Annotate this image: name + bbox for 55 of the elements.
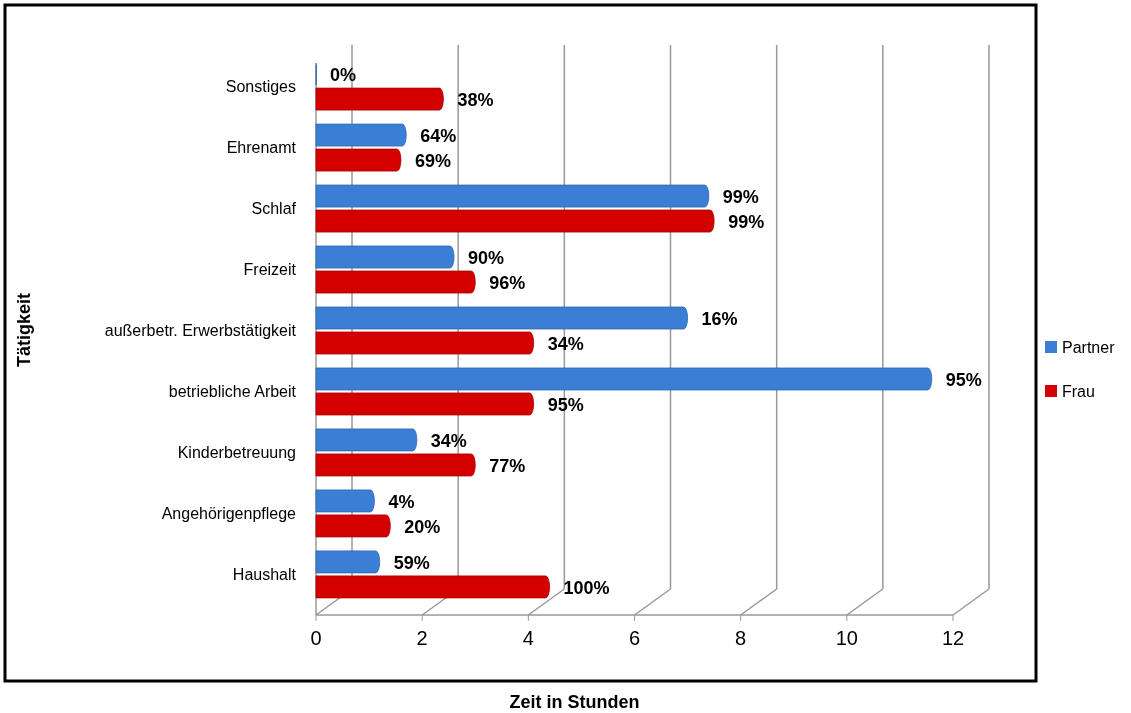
y-tick-label: Kinderbetreuung	[177, 443, 296, 461]
annotation: 96%	[489, 273, 526, 294]
annotation: 34%	[547, 334, 584, 354]
annotation: 95%	[547, 394, 584, 415]
bar	[315, 245, 455, 269]
annotation: 38%	[457, 90, 494, 111]
x-tick-label: 4	[522, 627, 534, 649]
annotation: 95%	[945, 369, 982, 390]
annotation: 90%	[468, 248, 505, 269]
annotation: 100%	[563, 577, 610, 598]
annotation: 69%	[414, 151, 451, 172]
y-tick-label: Angehörigenpflege	[161, 504, 297, 522]
annotation: 4%	[388, 491, 415, 512]
annotation: 20%	[404, 516, 441, 537]
annotation: 77%	[489, 455, 526, 476]
x-tick-label: 8	[735, 627, 747, 649]
annotation: 99%	[728, 212, 765, 233]
annotation: 16%	[701, 309, 738, 329]
x-tick-label: 10	[835, 627, 858, 649]
x-tick-label: 6	[628, 627, 641, 649]
annotation: 0%	[330, 65, 357, 86]
x-tick-label: 0	[310, 627, 322, 649]
y-tick-label: Freizeit	[243, 261, 297, 279]
bar	[315, 489, 375, 513]
y-tick-label: außerbetr. Erwerbstätigkeit	[104, 322, 297, 339]
bar	[315, 428, 418, 452]
x-tick-label: 12	[941, 627, 965, 649]
annotation: 59%	[393, 552, 430, 573]
y-tick-label: Haushalt	[232, 565, 297, 583]
x-axis-title: Zeit in Stunden	[509, 692, 640, 712]
bar	[315, 392, 535, 416]
bar	[315, 270, 476, 294]
bar	[315, 514, 391, 538]
annotation: 64%	[420, 126, 457, 147]
y-tick-label: Ehrenamt	[226, 139, 297, 157]
annotation: 99%	[722, 187, 759, 208]
y-tick-label: betriebliche Arbeit	[168, 382, 297, 400]
bar	[315, 550, 381, 574]
bar	[315, 331, 535, 355]
bar	[315, 209, 715, 233]
bar	[315, 453, 476, 477]
y-axis-title: Tätigkeit	[14, 292, 34, 368]
bar	[315, 148, 402, 172]
bar	[315, 184, 710, 208]
annotation: 34%	[430, 430, 467, 451]
bar	[315, 367, 933, 391]
bar	[315, 306, 688, 330]
y-tick-label: Sonstiges	[225, 78, 296, 96]
bar	[315, 123, 407, 147]
legend-label: Partner	[1062, 339, 1116, 356]
legend-label: Frau	[1062, 383, 1095, 400]
x-tick-label: 2	[416, 627, 428, 649]
y-tick-label: Schlaf	[251, 200, 297, 218]
bar	[315, 87, 444, 111]
bar	[315, 575, 550, 599]
